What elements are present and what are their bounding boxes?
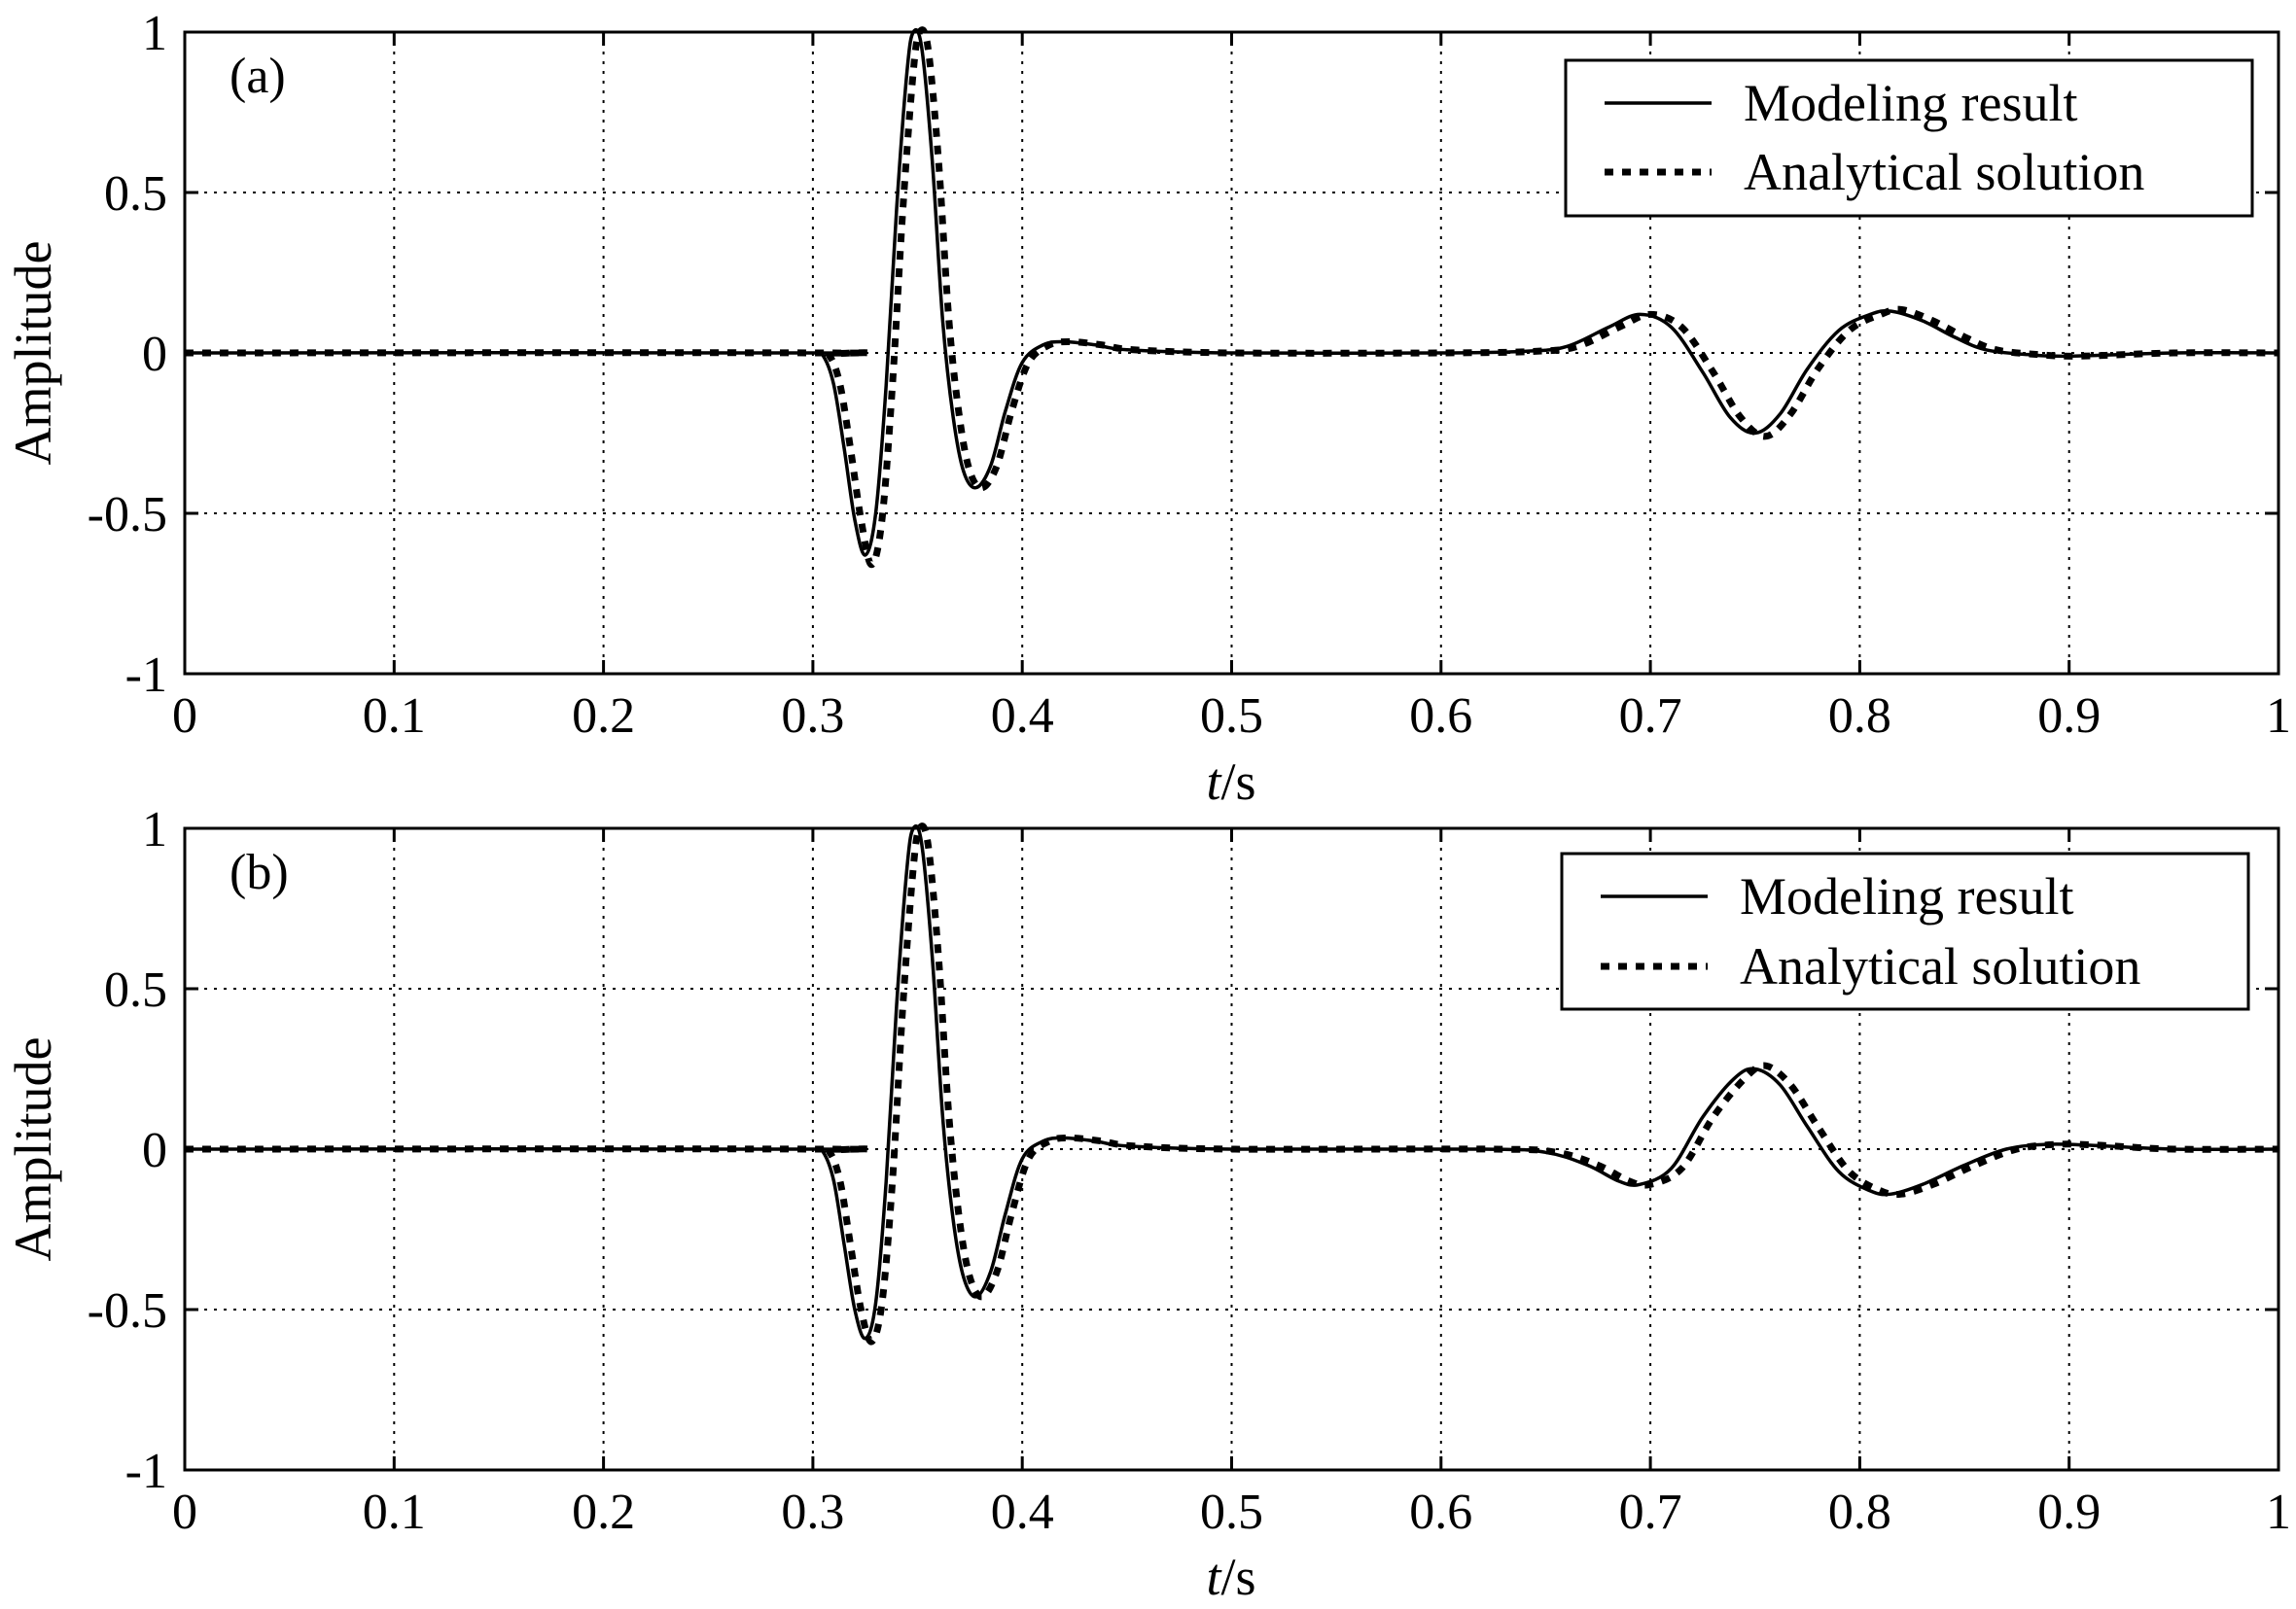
legend-box-b: [1560, 852, 2250, 1011]
x-tick-label-b: 0.4: [991, 1485, 1054, 1540]
x-tick-label-b: 0.5: [1200, 1485, 1263, 1540]
x-axis-title-var-b: t: [1206, 1548, 1222, 1606]
y-axis-title-a: Amplitude: [4, 241, 62, 466]
panel-a: 0 0.1 0.2 0.3 0.4 0.5 0.6 0.7 0.8 0.9 1 -1 -0.5 0 0.5 1…: [4, 6, 2291, 811]
x-tick-label-a: 0.7: [1619, 688, 1682, 744]
ticks-b: 0 0.1 0.2 0.3 0.4 0.5 0.6 0.7 0.8 0.9 1 -1 -0.5 0 0.5 1: [88, 802, 2291, 1540]
panel-label-b: (b): [230, 845, 289, 900]
y-tick-label-b: 1: [142, 802, 167, 857]
series-analytical-a: [184, 26, 2279, 569]
series-analytical-b: [184, 822, 2279, 1346]
legend-label-analytical-b: Analytical solution: [1740, 937, 2140, 996]
x-tick-label-a: 0.6: [1409, 688, 1472, 744]
x-axis-title-b: t/s: [1206, 1548, 1255, 1606]
legend-label-modeling-a: Modeling result: [1744, 74, 2077, 132]
legend-b: Modeling result Analytical solution: [1560, 852, 2250, 1011]
x-axis-title-unit-a: /s: [1220, 752, 1255, 811]
y-tick-label-b: -0.5: [88, 1283, 167, 1339]
x-axis-title-var-a: t: [1206, 752, 1222, 811]
legend-a: Modeling result Analytical solution: [1564, 58, 2254, 218]
y-axis-title-b: Amplitude: [4, 1037, 62, 1262]
y-tick-label-a: 1: [142, 6, 167, 61]
y-tick-label-b: 0.5: [104, 962, 167, 1018]
x-tick-label-b: 0.6: [1409, 1485, 1472, 1540]
x-tick-label-b: 1: [2266, 1485, 2291, 1540]
y-tick-label-a: -1: [125, 647, 167, 703]
x-tick-label-a: 0.3: [781, 688, 844, 744]
x-tick-label-a: 0.4: [991, 688, 1054, 744]
x-tick-label-a: 0: [172, 688, 197, 744]
x-tick-label-b: 0.1: [363, 1485, 426, 1540]
x-tick-label-b: 0.7: [1619, 1485, 1682, 1540]
x-axis-title-unit-b: /s: [1220, 1548, 1255, 1606]
x-tick-label-a: 0.8: [1828, 688, 1891, 744]
x-tick-label-b: 0: [172, 1485, 197, 1540]
x-tick-label-a: 0.1: [363, 688, 426, 744]
x-tick-label-b: 0.8: [1828, 1485, 1891, 1540]
y-tick-label-a: 0.5: [104, 166, 167, 222]
x-tick-label-b: 0.2: [572, 1485, 635, 1540]
ticks-a: 0 0.1 0.2 0.3 0.4 0.5 0.6 0.7 0.8 0.9 1 -1 -0.5 0 0.5 1: [88, 6, 2291, 744]
legend-label-analytical-a: Analytical solution: [1744, 143, 2144, 201]
x-tick-label-a: 1: [2266, 688, 2291, 744]
legend-box-a: [1564, 58, 2254, 218]
x-tick-label-a: 0.9: [2037, 688, 2101, 744]
y-tick-label-a: 0: [142, 327, 167, 382]
x-tick-label-b: 0.3: [781, 1485, 844, 1540]
x-tick-label-a: 0.2: [572, 688, 635, 744]
x-tick-label-a: 0.5: [1200, 688, 1263, 744]
y-tick-label-b: -1: [125, 1444, 167, 1499]
series-modeling-b: [184, 823, 2279, 1341]
y-tick-label-b: 0: [142, 1123, 167, 1178]
legend-label-modeling-b: Modeling result: [1740, 867, 2073, 926]
series-modeling-a: [184, 27, 2279, 557]
x-axis-title-a: t/s: [1206, 752, 1255, 811]
panel-b: 0 0.1 0.2 0.3 0.4 0.5 0.6 0.7 0.8 0.9 1 -1 -0.5 0 0.5 1…: [4, 802, 2291, 1606]
y-tick-label-a: -0.5: [88, 487, 167, 542]
panel-label-a: (a): [230, 49, 286, 104]
x-tick-label-b: 0.9: [2037, 1485, 2101, 1540]
series-layer-a: [184, 26, 2279, 569]
series-layer-b: [184, 822, 2279, 1346]
